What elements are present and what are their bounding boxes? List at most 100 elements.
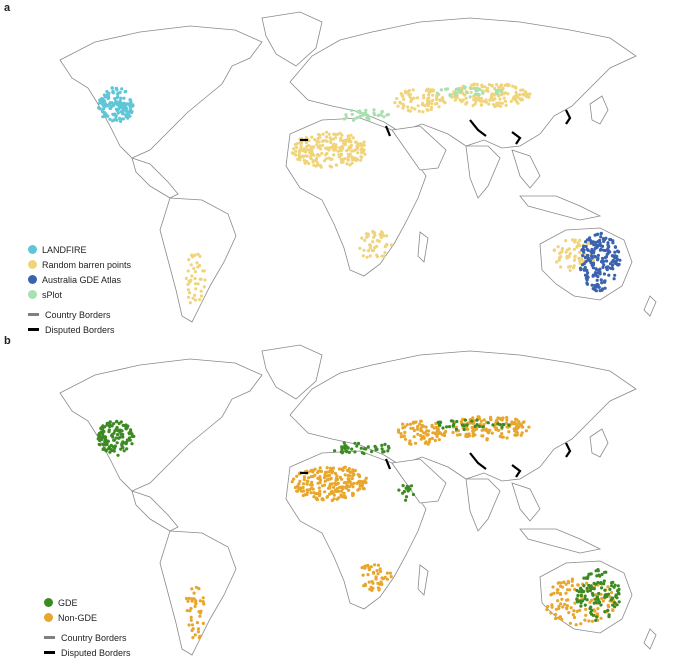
sample-point xyxy=(349,133,353,137)
sample-point xyxy=(495,83,499,87)
sample-point xyxy=(575,609,579,613)
legend-item-country-borders: Country Borders xyxy=(44,630,131,645)
sample-point xyxy=(549,593,553,597)
sample-point xyxy=(430,436,434,440)
sample-point xyxy=(373,563,377,567)
sample-point xyxy=(484,100,488,104)
sample-point xyxy=(590,619,595,623)
sample-point xyxy=(587,238,591,242)
sample-point xyxy=(596,253,601,257)
sample-point xyxy=(598,270,602,274)
sample-point xyxy=(406,108,410,113)
sample-point xyxy=(560,247,565,251)
gde-swatch xyxy=(44,598,53,607)
sample-point xyxy=(332,153,336,157)
sample-point xyxy=(414,441,418,445)
sample-point xyxy=(546,604,550,609)
sample-point xyxy=(494,91,499,95)
sample-point xyxy=(587,619,591,623)
sample-point xyxy=(190,274,194,278)
world-map xyxy=(59,344,657,656)
sample-point xyxy=(348,470,352,474)
sample-point xyxy=(100,97,104,101)
sample-point xyxy=(591,274,595,278)
sample-point xyxy=(570,584,574,588)
sample-point xyxy=(565,606,569,610)
sample-point xyxy=(330,471,334,475)
sample-point xyxy=(599,603,603,607)
sample-point xyxy=(364,108,368,112)
sample-point xyxy=(514,96,518,101)
sample-point xyxy=(502,423,506,427)
sample-point xyxy=(514,85,518,89)
sample-point xyxy=(317,154,321,158)
sample-point xyxy=(113,102,117,106)
sample-point xyxy=(101,432,105,436)
sample-point xyxy=(365,255,369,259)
sample-point xyxy=(360,236,364,240)
sample-point xyxy=(576,244,580,248)
sample-point xyxy=(603,256,607,260)
sample-point xyxy=(353,158,357,162)
sample-point xyxy=(373,246,377,250)
sample-point xyxy=(130,434,134,438)
sample-point xyxy=(359,158,363,162)
non-gde-swatch xyxy=(44,613,53,622)
sample-point xyxy=(595,278,599,282)
sample-point xyxy=(490,431,494,435)
sample-point xyxy=(114,420,119,424)
madagascar-outline xyxy=(417,564,429,596)
sample-point xyxy=(103,104,107,108)
sample-point xyxy=(596,569,600,573)
sample-point xyxy=(319,165,323,169)
sample-point xyxy=(496,422,500,426)
sample-point xyxy=(357,474,361,478)
sample-point xyxy=(321,143,325,147)
greenland-outline xyxy=(261,11,323,67)
sample-point xyxy=(518,93,522,97)
sample-point xyxy=(492,97,496,101)
sample-point xyxy=(302,475,306,479)
sample-point xyxy=(590,608,594,612)
sample-point xyxy=(504,103,508,107)
sample-point xyxy=(378,567,382,571)
sample-point xyxy=(455,419,459,424)
sample-point xyxy=(189,618,193,622)
sample-point xyxy=(456,433,460,437)
sample-point xyxy=(454,93,458,97)
sample-point xyxy=(356,142,360,146)
sample-point xyxy=(606,241,610,245)
sample-point xyxy=(602,582,606,586)
sample-point xyxy=(596,275,600,279)
sample-point xyxy=(114,436,118,440)
sample-point xyxy=(560,249,564,254)
sample-point xyxy=(513,429,517,433)
sample-point xyxy=(98,101,102,105)
sample-point xyxy=(325,474,329,478)
legend-label: sPlot xyxy=(42,289,63,300)
sample-point xyxy=(470,83,474,87)
sample-point xyxy=(437,438,441,442)
sample-point xyxy=(471,429,475,433)
sample-point xyxy=(527,425,531,429)
sample-point xyxy=(199,277,203,281)
sample-point xyxy=(366,563,370,568)
sample-point xyxy=(472,98,476,102)
sample-point xyxy=(600,586,604,590)
sample-point xyxy=(572,609,576,613)
sample-point xyxy=(580,248,584,252)
sample-point xyxy=(119,420,123,424)
sample-point xyxy=(485,429,489,433)
sample-point xyxy=(427,93,431,97)
sample-point xyxy=(583,603,587,607)
sample-point xyxy=(590,263,594,267)
sample-point xyxy=(520,431,524,435)
sample-point xyxy=(185,609,189,613)
sample-point xyxy=(362,143,366,147)
sample-point xyxy=(193,253,197,257)
legend-item-random-barren: Random barren points xyxy=(28,257,131,272)
sample-point xyxy=(590,591,595,596)
sample-point xyxy=(396,104,400,108)
sample-point xyxy=(607,605,611,609)
sample-point xyxy=(318,492,322,496)
